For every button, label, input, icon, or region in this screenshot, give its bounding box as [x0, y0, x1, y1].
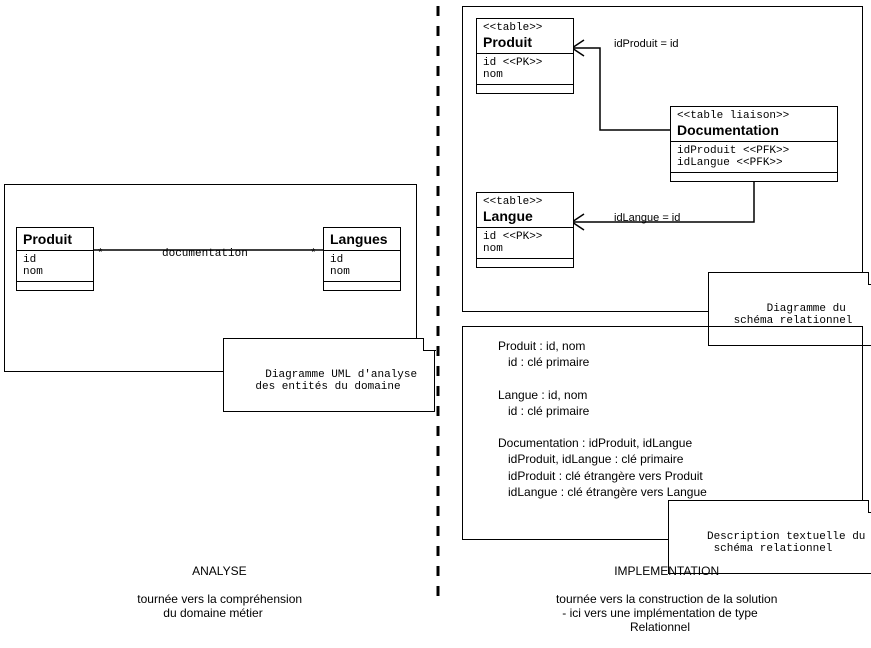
diagram-canvas: Produit id nom Langues id nom documentat…	[0, 0, 871, 623]
table-produit: <<table>> Produit id <<PK>> nom	[476, 18, 574, 94]
stereotype: <<table liaison>>	[677, 110, 831, 122]
text-description: Produit : id, nom id : clé primaire Lang…	[498, 338, 707, 500]
note-analyse: Diagramme UML d'analyse des entités du d…	[223, 338, 435, 412]
class-title: Langue	[483, 208, 533, 224]
assoc-label: documentation	[162, 248, 248, 260]
note-text: Diagramme du schéma relationnel	[734, 303, 853, 327]
stereotype: <<table>>	[483, 22, 567, 34]
class-attrs: id <<PK>> nom	[477, 54, 573, 85]
caption-lines: tournée vers la compréhension du domaine…	[137, 592, 302, 620]
edge-label-langue: idLangue = id	[614, 212, 680, 224]
stereotype: <<table>>	[483, 196, 567, 208]
caption-title: ANALYSE	[192, 564, 246, 578]
caption-analyse: ANALYSE tournée vers la compréhension du…	[108, 550, 318, 634]
table-documentation: <<table liaison>> Documentation idProdui…	[670, 106, 838, 182]
class-langues: Langues id nom	[323, 227, 401, 291]
table-langue: <<table>> Langue id <<PK>> nom	[476, 192, 574, 268]
class-attrs: id nom	[324, 251, 400, 282]
class-attrs: idProduit <<PFK>> idLangue <<PFK>>	[671, 142, 837, 173]
class-title: Produit	[23, 231, 72, 247]
class-title: Documentation	[677, 122, 779, 138]
class-title: Langues	[330, 231, 388, 247]
caption-lines: tournée vers la construction de la solut…	[556, 592, 777, 634]
caption-title: IMPLEMENTATION	[614, 564, 719, 578]
note-text: Diagramme UML d'analyse des entités du d…	[255, 369, 417, 393]
class-title: Produit	[483, 34, 532, 50]
class-attrs: id <<PK>> nom	[477, 228, 573, 259]
edge-label-produit: idProduit = id	[614, 38, 679, 50]
mult-left: *	[97, 248, 104, 260]
class-attrs: id nom	[17, 251, 93, 282]
class-produit: Produit id nom	[16, 227, 94, 291]
mult-right: *	[310, 248, 317, 260]
caption-impl: IMPLEMENTATION tournée vers la construct…	[490, 550, 830, 648]
